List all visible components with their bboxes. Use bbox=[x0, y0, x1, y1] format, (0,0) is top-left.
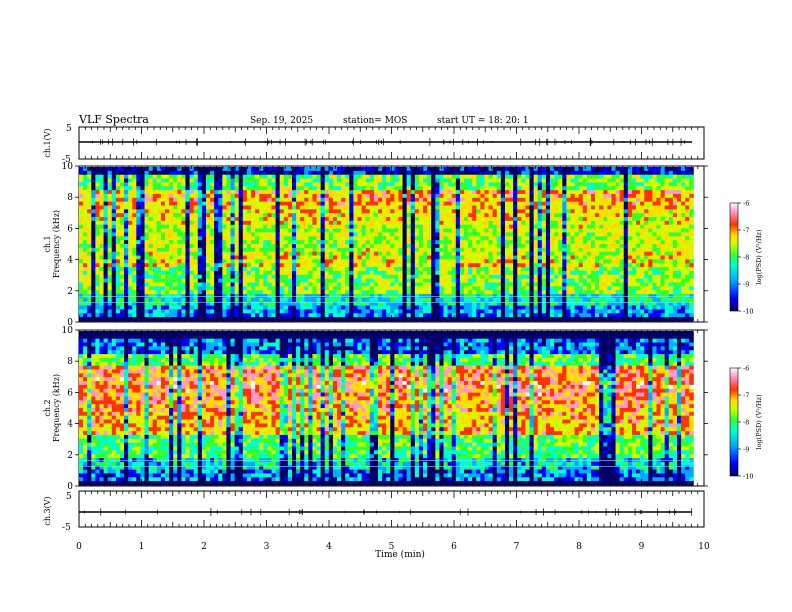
ch2-colorbar-gradient bbox=[729, 367, 739, 477]
colorbar-tick-label: -10 bbox=[743, 308, 753, 316]
ch1-waveform-ylabel: ch.1(V) bbox=[43, 128, 52, 157]
ytick-label: 4 bbox=[67, 256, 73, 266]
colorbar-tick-label: -7 bbox=[743, 392, 749, 400]
xtick-label: 0 bbox=[76, 542, 82, 552]
ch3-ytick-5: 5 bbox=[66, 492, 72, 502]
colorbar-tick-label: -9 bbox=[743, 446, 749, 454]
ch2-channel-label: ch.2 bbox=[43, 399, 52, 416]
ch2-colorbar: -6 -7 -8 -9 -10 log(PSD) (V²/Hz) bbox=[729, 365, 763, 481]
time-axis-labels: 0 1 2 3 4 5 6 7 8 9 10 bbox=[76, 542, 710, 552]
ytick-label: 10 bbox=[62, 162, 74, 172]
ytick-label: 6 bbox=[67, 224, 73, 234]
colorbar-tick-label: -8 bbox=[743, 419, 749, 427]
time-axis-title: Time (min) bbox=[375, 549, 425, 560]
ch3-waveform-ylabel: ch.3(V) bbox=[43, 496, 52, 525]
ytick-label: 0 bbox=[67, 482, 73, 492]
station-label: station= MOS bbox=[343, 116, 407, 126]
colorbar-tick-label: -10 bbox=[743, 473, 753, 481]
time-axis-ticks bbox=[78, 127, 705, 527]
xtick-label: 6 bbox=[451, 542, 457, 552]
ch2-colorbar-ticks: -6 -7 -8 -9 -10 bbox=[738, 365, 753, 481]
xtick-label: 8 bbox=[576, 542, 582, 552]
xtick-label: 1 bbox=[139, 542, 145, 552]
ch1-colorbar-label: log(PSD) (V²/Hz) bbox=[755, 229, 763, 284]
colorbar-tick-label: -6 bbox=[743, 200, 749, 208]
ytick-label: 8 bbox=[67, 357, 73, 367]
xtick-label: 10 bbox=[698, 542, 710, 552]
colorbar-tick-label: -9 bbox=[743, 281, 749, 289]
ch1-ytick-5: 5 bbox=[66, 124, 72, 134]
ytick-label: 4 bbox=[67, 420, 73, 430]
xtick-label: 4 bbox=[326, 542, 332, 552]
ch2-spectrogram-image bbox=[79, 331, 694, 486]
ytick-label: 0 bbox=[67, 318, 73, 328]
ch2-spectrogram-panel: 0 2 4 6 8 10 ch.2 Frequency (kHz) bbox=[43, 326, 708, 492]
ch2-spectrogram-yticks: 0 2 4 6 8 10 bbox=[62, 326, 708, 492]
ytick-label: 2 bbox=[67, 451, 73, 461]
ch2-frequency-label: Frequency (kHz) bbox=[52, 374, 61, 442]
figure-title: VLF Spectra bbox=[78, 113, 149, 126]
ch3-waveform-spikes bbox=[84, 508, 693, 516]
ch1-waveform-panel: 5 -5 ch.1(V) bbox=[43, 124, 705, 165]
ytick-label: 2 bbox=[67, 287, 73, 297]
ch1-spectrogram-image bbox=[79, 167, 694, 322]
ch1-waveform-spikes bbox=[92, 138, 685, 146]
ytick-label: 8 bbox=[67, 193, 73, 203]
ch1-frequency-label: Frequency (kHz) bbox=[52, 210, 61, 278]
ch1-spectrogram-yticks: 0 2 4 6 8 10 bbox=[62, 162, 708, 328]
ch1-colorbar-ticks: -6 -7 -8 -9 -10 bbox=[738, 200, 753, 316]
colorbar-tick-label: -6 bbox=[743, 365, 749, 373]
ch1-channel-label: ch.1 bbox=[43, 235, 52, 252]
ytick-label: 6 bbox=[67, 388, 73, 398]
ch1-ytick-neg5: -5 bbox=[62, 155, 71, 165]
ch3-waveform-panel: 5 -5 ch.3(V) bbox=[43, 490, 705, 533]
xtick-label: 7 bbox=[514, 542, 520, 552]
date-label: Sep. 19, 2025 bbox=[250, 116, 313, 126]
ch3-ytick-neg5: -5 bbox=[62, 523, 71, 533]
xtick-label: 9 bbox=[639, 542, 645, 552]
colorbar-tick-label: -7 bbox=[743, 227, 749, 235]
ch1-spectrogram-panel: 0 2 4 6 8 10 ch.1 Frequency (kHz) bbox=[43, 162, 708, 328]
ytick-label: 10 bbox=[62, 326, 74, 336]
xtick-label: 5 bbox=[389, 542, 395, 552]
ch1-colorbar: -6 -7 -8 -9 -10 log(PSD) (V²/Hz) bbox=[729, 200, 763, 316]
ch1-colorbar-gradient bbox=[729, 202, 739, 312]
start-time-label: start UT = 18: 20: 1 bbox=[437, 116, 529, 126]
xtick-label: 3 bbox=[264, 542, 270, 552]
colorbar-tick-label: -8 bbox=[743, 254, 749, 262]
xtick-label: 2 bbox=[201, 542, 207, 552]
ch2-colorbar-label: log(PSD) (V²/Hz) bbox=[755, 394, 763, 449]
